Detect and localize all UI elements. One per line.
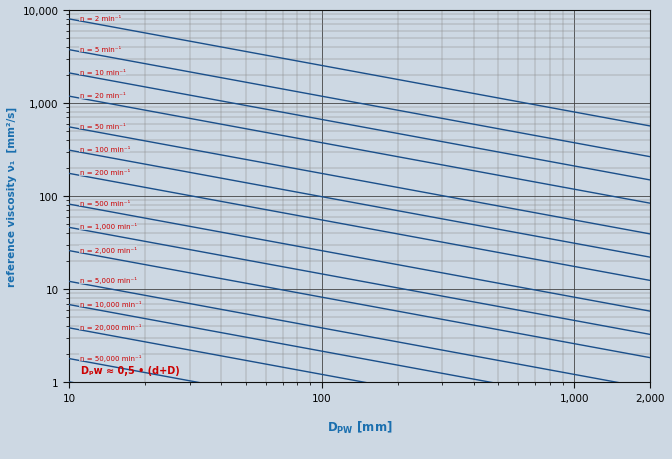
Text: n = 20,000 min⁻¹: n = 20,000 min⁻¹ bbox=[80, 323, 141, 330]
Text: D$_\mathregular{PW}$ [mm]: D$_\mathregular{PW}$ [mm] bbox=[327, 420, 392, 436]
Text: n = 20 min⁻¹: n = 20 min⁻¹ bbox=[80, 93, 126, 99]
Text: n = 10 min⁻¹: n = 10 min⁻¹ bbox=[80, 70, 126, 76]
Text: n = 50,000 min⁻¹: n = 50,000 min⁻¹ bbox=[80, 354, 141, 361]
Text: n = 500 min⁻¹: n = 500 min⁻¹ bbox=[80, 201, 130, 207]
Text: n = 200 min⁻¹: n = 200 min⁻¹ bbox=[80, 170, 130, 176]
Y-axis label: reference viscosity ν₁  [mm²/s]: reference viscosity ν₁ [mm²/s] bbox=[7, 107, 17, 286]
Text: n = 5,000 min⁻¹: n = 5,000 min⁻¹ bbox=[80, 277, 136, 284]
Text: Dₚᴡ ≈ 0,5 • (d+D): Dₚᴡ ≈ 0,5 • (d+D) bbox=[81, 365, 179, 375]
Text: n = 1,000 min⁻¹: n = 1,000 min⁻¹ bbox=[80, 223, 137, 230]
Text: n = 2 min⁻¹: n = 2 min⁻¹ bbox=[80, 16, 121, 22]
Text: n = 5 min⁻¹: n = 5 min⁻¹ bbox=[80, 46, 121, 52]
Text: n = 100 min⁻¹: n = 100 min⁻¹ bbox=[80, 147, 130, 153]
Text: n = 50 min⁻¹: n = 50 min⁻¹ bbox=[80, 123, 126, 129]
Text: n = 10,000 min⁻¹: n = 10,000 min⁻¹ bbox=[80, 300, 141, 307]
Text: n = 2,000 min⁻¹: n = 2,000 min⁻¹ bbox=[80, 246, 136, 253]
